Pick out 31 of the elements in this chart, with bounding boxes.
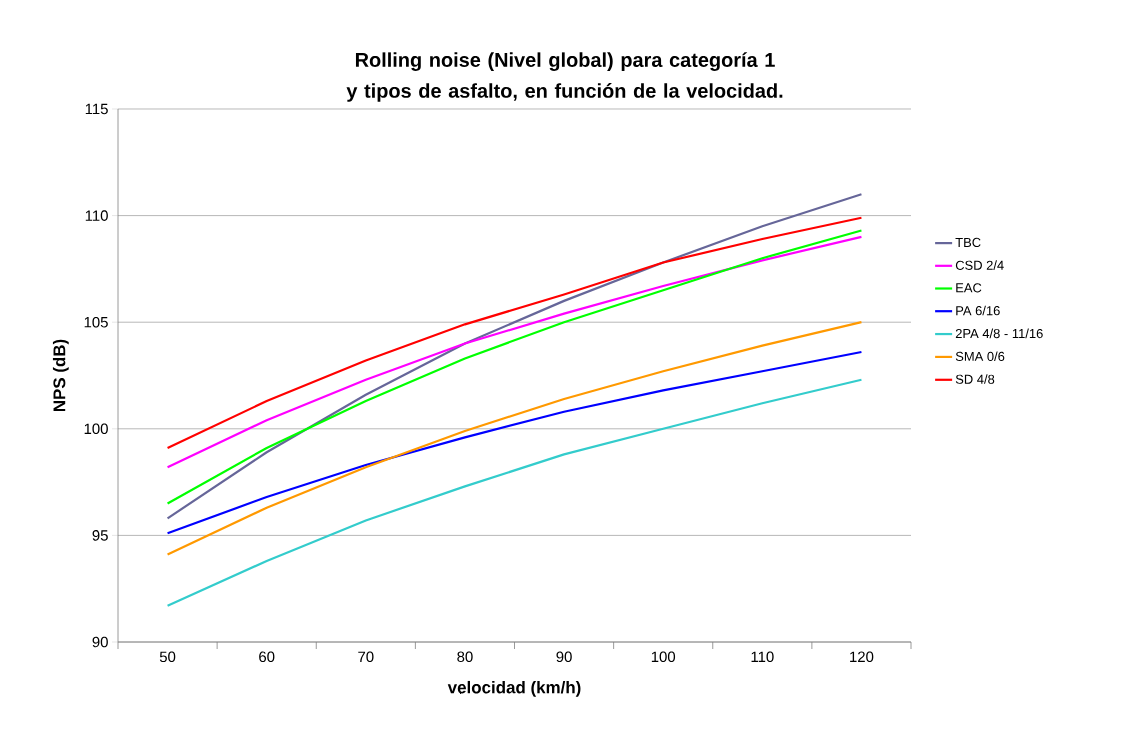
line-series [166,350,863,535]
legend-label: CSD 2/4 [955,260,1004,270]
x-tick-label: 70 [358,651,374,663]
x-tick-label: 50 [159,651,176,663]
y-axis-title: NPS (dB) [52,339,69,412]
line-series [166,229,863,505]
x-axis-title: velocidad (km/h) [447,680,581,697]
legend-label: TBC [955,237,981,248]
line-series [166,235,863,469]
line-series [166,321,863,556]
x-tick-label: 90 [556,651,572,663]
x-tick-label: 110 [751,651,774,663]
y-tick-label: 115 [85,103,108,115]
legend-label: 2PA 4/8 - 11/16 [955,328,1043,339]
y-tick-label: 95 [92,530,108,541]
x-tick-label: 60 [259,651,275,663]
x-tick-label: 80 [457,651,473,663]
y-tick-label: 100 [84,423,108,435]
y-tick-label: 110 [85,210,108,221]
x-tick-label: 100 [651,651,676,663]
chart-title: Rolling noise (Nivel global) para categoría 1 y tipos de asfalto, en función de la velocidad. [346,52,783,102]
x-tick-label: 120 [850,651,874,663]
y-tick-label: 90 [92,636,108,648]
legend-label: PA 6/16 [956,305,1000,316]
legend-label: EAC [956,283,982,293]
line-series [166,378,863,607]
line-series [166,193,863,520]
y-tick-label: 105 [84,316,108,328]
legend-label: SD 4/8 [955,374,995,384]
legend-label: SMA 0/6 [955,351,1005,361]
line-series [166,216,863,450]
